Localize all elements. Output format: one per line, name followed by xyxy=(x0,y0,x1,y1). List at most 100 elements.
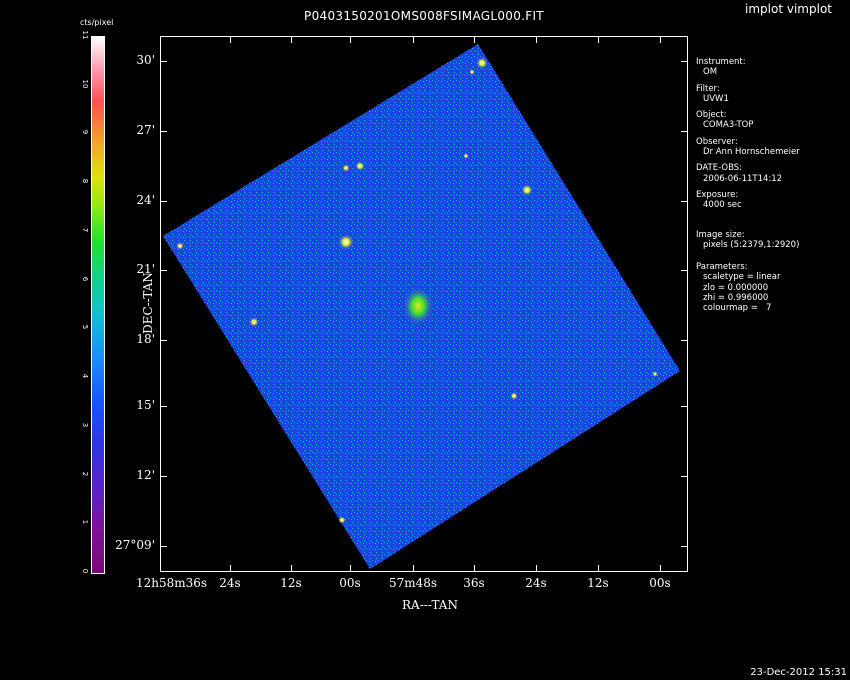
instrument-label: Instrument: xyxy=(696,57,746,67)
y-tick-mark xyxy=(681,476,687,477)
date-label: DATE-OBS: xyxy=(696,163,743,174)
x-tick-label: 12s xyxy=(280,576,302,590)
x-tick-mark xyxy=(536,565,537,571)
y-tick-label: 27' xyxy=(136,123,155,137)
x-tick-label: 00s xyxy=(339,576,361,590)
bright-star xyxy=(521,184,533,196)
colorbar xyxy=(91,36,105,574)
x-tick-mark xyxy=(291,37,292,43)
x-tick-label: 36s xyxy=(463,576,485,590)
sky-image[interactable] xyxy=(160,36,688,572)
x-tick-mark xyxy=(660,565,661,571)
colorbar-tick-label: 5 xyxy=(81,325,89,330)
x-tick-mark xyxy=(413,37,414,43)
y-tick-mark xyxy=(161,340,167,341)
x-tick-mark xyxy=(350,37,351,43)
x-tick-label: 57m48s xyxy=(388,576,438,590)
parameters-label: Parameters: xyxy=(696,262,748,273)
x-tick-mark xyxy=(413,565,414,571)
colorbar-tick-label: 0 xyxy=(81,568,89,574)
y-tick-mark xyxy=(681,61,687,62)
y-tick-label: 18' xyxy=(136,332,155,346)
y-tick-mark xyxy=(161,476,167,477)
bright-star xyxy=(510,392,518,400)
y-tick-label: 15' xyxy=(136,398,155,412)
y-tick-label: 30' xyxy=(136,53,155,67)
x-tick-mark xyxy=(474,565,475,571)
exposure-value: 4000 sec xyxy=(703,200,742,211)
colorbar-tick-label: 1 xyxy=(81,520,89,525)
x-tick-label: 24s xyxy=(525,576,547,590)
observer-label: Observer: xyxy=(696,136,738,147)
bright-star xyxy=(469,69,475,75)
y-tick-label: 21' xyxy=(136,262,155,276)
x-tick-mark xyxy=(230,565,231,571)
x-tick-mark xyxy=(230,37,231,43)
y-tick-mark xyxy=(161,61,167,62)
colorbar-tick-label: 10 xyxy=(81,79,89,89)
y-tick-label: 12' xyxy=(136,468,155,482)
date-value: 2006-06-11T14:12 xyxy=(703,173,783,184)
object-value: COMA3-TOP xyxy=(703,120,754,131)
bright-star xyxy=(338,516,346,524)
colorbar-tick-label: 4 xyxy=(81,373,89,379)
y-tick-mark xyxy=(161,270,167,271)
param-zlo: zlo = 0.000000 xyxy=(703,282,769,293)
bright-star xyxy=(476,57,488,69)
observer-value: Dr Ann Hornschemeier xyxy=(703,147,800,158)
colorbar-tick-label: 7 xyxy=(81,227,89,233)
bright-star xyxy=(652,371,658,377)
x-tick-label: 00s xyxy=(649,576,671,590)
x-tick-label: 24s xyxy=(219,576,241,590)
param-zhi: zhi = 0.996000 xyxy=(703,293,769,304)
y-tick-mark xyxy=(681,406,687,407)
colorbar-tick-label: 6 xyxy=(81,276,89,281)
instrument-value: OM xyxy=(703,67,718,78)
y-tick-mark xyxy=(161,546,167,547)
x-tick-mark xyxy=(598,37,599,43)
bright-star xyxy=(342,164,350,172)
colorbar-tick-label: 2 xyxy=(81,471,89,476)
filter-label: Filter: xyxy=(696,83,720,94)
param-scaletype: scaletype = linear xyxy=(703,272,781,283)
y-tick-mark xyxy=(161,131,167,132)
bright-star xyxy=(355,161,365,171)
x-tick-mark xyxy=(350,565,351,571)
object-label: Object: xyxy=(696,110,727,121)
colorbar-tick-label: 11 xyxy=(81,30,89,40)
bright-star xyxy=(249,317,259,327)
galaxy-core xyxy=(402,286,434,326)
y-tick-mark xyxy=(681,340,687,341)
filter-value: UVW1 xyxy=(703,93,729,104)
app-title: implot vimplot xyxy=(745,2,832,16)
x-tick-mark xyxy=(660,37,661,43)
colorbar-label: cts/pixel xyxy=(80,18,114,27)
timestamp: 23-Dec-2012 15:31 xyxy=(750,667,847,678)
x-axis-label: RA---TAN xyxy=(402,598,458,612)
x-tick-mark xyxy=(598,565,599,571)
info-panel: Instrument: OM Filter: UVW1 Object: COMA3-T… xyxy=(696,57,846,320)
y-tick-mark xyxy=(161,406,167,407)
bright-star xyxy=(463,153,469,159)
plot-frame xyxy=(160,36,688,572)
y-tick-mark xyxy=(681,131,687,132)
colorbar-tick-label: 9 xyxy=(81,130,89,135)
y-tick-mark xyxy=(681,201,687,202)
x-tick-mark xyxy=(291,565,292,571)
plot-title: P0403150201OMS008FSIMAGL000.FIT xyxy=(304,9,544,23)
param-colourmap: colourmap = 7 xyxy=(703,303,772,314)
x-tick-mark xyxy=(474,37,475,43)
exposure-label: Exposure: xyxy=(696,189,739,200)
y-tick-label: 24' xyxy=(136,193,155,207)
x-tick-label: 12h58m36s xyxy=(136,576,208,590)
y-tick-label: 27°09' xyxy=(115,538,155,552)
x-tick-label: 12s xyxy=(587,576,609,590)
colorbar-tick-label: 3 xyxy=(81,422,89,428)
colorbar-tick-label: 8 xyxy=(81,178,89,184)
image-size-label: Image size: xyxy=(696,229,745,240)
y-tick-mark xyxy=(681,270,687,271)
image-size-value: pixels (5:2379,1:2920) xyxy=(703,239,800,250)
bright-star xyxy=(176,242,184,250)
y-tick-mark xyxy=(161,201,167,202)
y-tick-mark xyxy=(681,546,687,547)
